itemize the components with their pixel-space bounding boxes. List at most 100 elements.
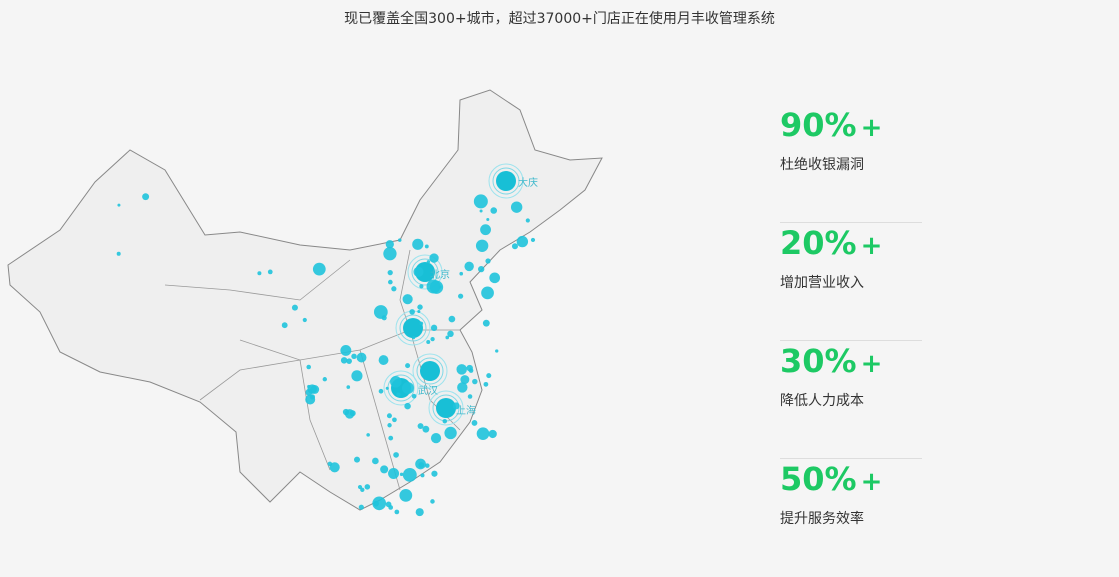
stat-value: 90% + bbox=[780, 105, 922, 148]
city-dot bbox=[413, 266, 424, 277]
city-dot bbox=[388, 279, 393, 285]
city-dot bbox=[305, 394, 316, 405]
city-dot bbox=[480, 224, 491, 236]
city-dot bbox=[436, 398, 456, 418]
city-dot bbox=[306, 364, 311, 370]
city-dot bbox=[388, 435, 394, 441]
dot-halo bbox=[383, 370, 419, 406]
city-dot bbox=[486, 217, 490, 222]
province-border bbox=[199, 359, 301, 401]
city-dot bbox=[399, 489, 413, 502]
city-dot bbox=[357, 484, 363, 490]
dot-halo bbox=[412, 353, 448, 389]
city-dot bbox=[495, 349, 499, 353]
city-dot bbox=[482, 319, 490, 327]
city-dot bbox=[340, 357, 348, 364]
city-dot bbox=[381, 315, 387, 321]
stat-plus: + bbox=[860, 349, 883, 379]
stat-plus: + bbox=[860, 231, 883, 261]
city-dot bbox=[457, 382, 468, 393]
stat-number: 50% bbox=[780, 460, 857, 498]
city-dot bbox=[420, 473, 425, 478]
city-dot bbox=[417, 309, 421, 314]
city-dot bbox=[430, 499, 435, 504]
dot-halo bbox=[488, 163, 524, 199]
city-dot bbox=[472, 378, 478, 385]
stat-label: 杜绝收银漏洞 bbox=[780, 157, 864, 173]
stat-plus: + bbox=[860, 467, 883, 497]
stat-value: 20% + bbox=[780, 223, 922, 266]
dot-halo bbox=[492, 167, 520, 195]
city-dot bbox=[424, 463, 430, 468]
city-dot bbox=[460, 375, 470, 385]
city-dot bbox=[117, 203, 121, 207]
city-dot bbox=[380, 465, 389, 474]
city-dot bbox=[312, 262, 326, 276]
dot-halo bbox=[399, 314, 427, 342]
dot-halo bbox=[411, 258, 439, 286]
city-dot bbox=[415, 262, 435, 282]
city-dot bbox=[387, 269, 393, 276]
city-dot bbox=[378, 355, 389, 365]
city-dot bbox=[429, 253, 439, 263]
city-dot bbox=[420, 361, 440, 381]
stat-item: 20% + 增加营业收入 bbox=[780, 223, 922, 341]
city-dot bbox=[142, 193, 150, 201]
city-dot bbox=[456, 364, 467, 375]
city-dot bbox=[291, 304, 298, 311]
city-dot bbox=[388, 468, 400, 479]
city-dot bbox=[412, 238, 424, 250]
stat-number: 90% bbox=[780, 106, 857, 144]
city-dot bbox=[442, 418, 448, 424]
city-dot bbox=[426, 339, 431, 344]
city-dot bbox=[511, 243, 518, 250]
page: 现已覆盖全国300+城市，超过37000+门店正在使用月丰收管理系统 大庆 北京武… bbox=[7, 11, 922, 527]
city-dot bbox=[458, 293, 464, 299]
city-label: 上海 bbox=[456, 404, 476, 417]
city-dot bbox=[530, 237, 536, 243]
city-dot bbox=[387, 423, 392, 428]
city-dot bbox=[354, 456, 361, 463]
city-dot bbox=[479, 209, 483, 213]
city-dot bbox=[483, 381, 489, 387]
city-dot bbox=[346, 385, 351, 389]
city-dot bbox=[392, 417, 397, 423]
city-dot bbox=[411, 393, 417, 399]
city-dot bbox=[409, 309, 415, 315]
city-dot bbox=[403, 318, 423, 338]
city-dot bbox=[372, 457, 379, 465]
city-dot bbox=[525, 218, 530, 223]
stat-label: 增加营业收入 bbox=[780, 275, 864, 291]
city-dot bbox=[378, 388, 384, 394]
city-dot bbox=[510, 201, 523, 213]
city-dot bbox=[488, 429, 497, 439]
city-dot bbox=[340, 344, 352, 356]
city-dot bbox=[417, 304, 423, 310]
city-dot bbox=[419, 321, 424, 326]
city-dot bbox=[310, 385, 320, 394]
province-border bbox=[359, 349, 401, 491]
city-dot bbox=[388, 505, 394, 510]
city-dot bbox=[478, 265, 485, 273]
city-dot bbox=[358, 504, 364, 510]
city-dot bbox=[393, 452, 399, 458]
dot-halo bbox=[416, 357, 444, 385]
city-dot bbox=[397, 238, 402, 242]
header-title: 现已覆盖全国300+城市，超过37000+门店正在使用月丰收管理系统 bbox=[344, 11, 775, 27]
stat-value: 30% + bbox=[780, 341, 922, 384]
stats-list: 90% + 杜绝收银漏洞 20% + 增加营业收入 30% + 降低人力成本 50% + 提升服务效率 bbox=[780, 105, 922, 577]
city-dot bbox=[391, 286, 397, 292]
city-dot bbox=[366, 433, 370, 437]
city-dot bbox=[404, 402, 411, 410]
map-outline bbox=[7, 89, 603, 511]
stat-label: 降低人力成本 bbox=[780, 393, 864, 409]
stat-item: 90% + 杜绝收银漏洞 bbox=[780, 105, 922, 223]
city-dot bbox=[496, 171, 516, 191]
city-dot bbox=[329, 462, 340, 473]
city-dot bbox=[459, 271, 464, 276]
city-dot bbox=[399, 472, 404, 477]
city-dot bbox=[396, 392, 401, 397]
stat-number: 30% bbox=[780, 342, 857, 380]
